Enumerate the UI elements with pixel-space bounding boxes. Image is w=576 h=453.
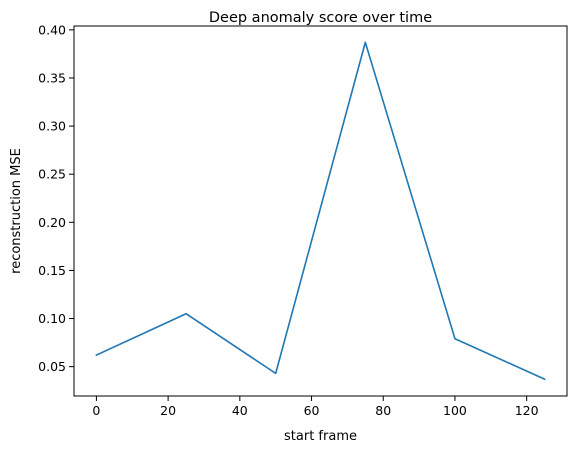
- x-axis-label: start frame: [284, 429, 357, 444]
- y-tick-label: 0.20: [38, 215, 66, 230]
- x-tick-label: 60: [304, 403, 320, 418]
- y-tick-label: 0.40: [38, 22, 66, 37]
- x-tick-label: 120: [515, 403, 539, 418]
- x-tick-label: 0: [92, 403, 100, 418]
- y-axis: 0.05 0.10 0.15 0.20 0.25 0.30 0.35 0.40: [38, 22, 74, 374]
- y-tick-label: 0.05: [38, 359, 66, 374]
- y-axis-label: reconstruction MSE: [9, 148, 24, 274]
- series-line: [95, 41, 546, 381]
- y-tick-label: 0.10: [38, 311, 66, 326]
- y-tick-label: 0.30: [38, 119, 66, 134]
- plot-frame: [73, 25, 568, 397]
- plot-area: 0 20 40 60 80 100 120 0.05 0.10 0.15 0.20 0.25 0.30…: [38, 22, 568, 418]
- x-tick-label: 20: [160, 403, 176, 418]
- x-tick-label: 40: [232, 403, 248, 418]
- x-tick-label: 80: [375, 403, 391, 418]
- chart-title: Deep anomaly score over time: [209, 10, 432, 26]
- y-tick-label: 0.15: [38, 263, 66, 278]
- x-tick-label: 100: [443, 403, 467, 418]
- y-tick-label: 0.35: [38, 70, 66, 85]
- y-tick-label: 0.25: [38, 167, 66, 182]
- x-axis: 0 20 40 60 80 100 120: [92, 396, 539, 418]
- series-layer: [95, 41, 546, 381]
